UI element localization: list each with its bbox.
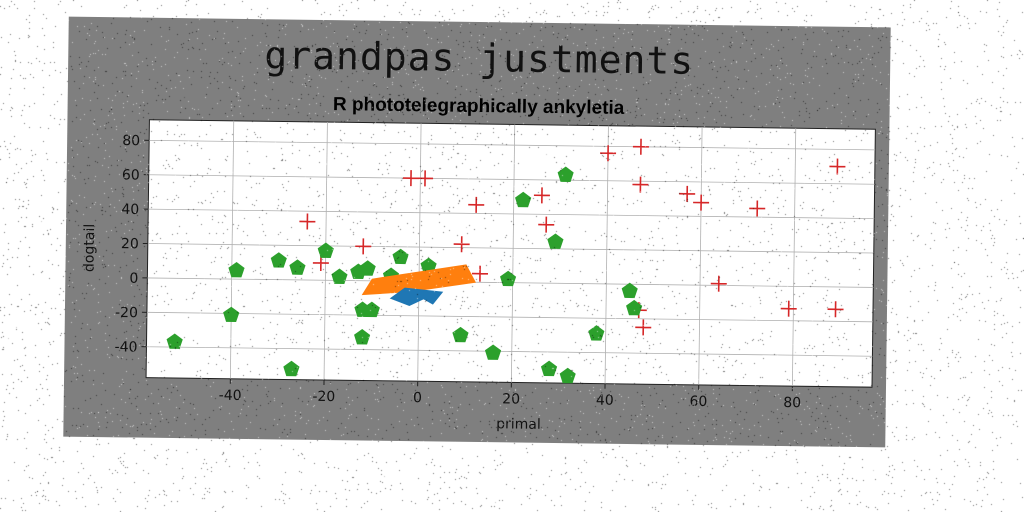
x-tick-label: -40 — [219, 388, 242, 404]
chart-figure: grandpas justments R phototelegraphicall… — [63, 16, 891, 448]
x-tick-label: 0 — [413, 390, 422, 406]
x-axis-label: primal — [496, 416, 541, 433]
scatter-plot: -40 -20 0 20 40 60 80 80 60 40 20 0 -20 -40 primal dogt… — [81, 119, 876, 433]
x-tick-label: 60 — [689, 394, 707, 410]
y-tick-label: 20 — [121, 236, 139, 252]
y-tick-label: 40 — [121, 202, 139, 218]
x-tick-label: 40 — [596, 393, 614, 409]
y-tick-label: -20 — [115, 305, 138, 321]
x-tick-label: 80 — [783, 395, 801, 411]
plot-area — [145, 119, 876, 388]
x-tick-label: -20 — [312, 389, 335, 405]
y-tick-label: 80 — [122, 133, 140, 149]
y-tick-label: 60 — [122, 167, 140, 183]
y-tick-label: 0 — [129, 271, 138, 287]
y-tick-label: -40 — [114, 339, 137, 355]
y-axis-label: dogtail — [81, 224, 98, 272]
x-tick-label: 20 — [502, 391, 520, 407]
